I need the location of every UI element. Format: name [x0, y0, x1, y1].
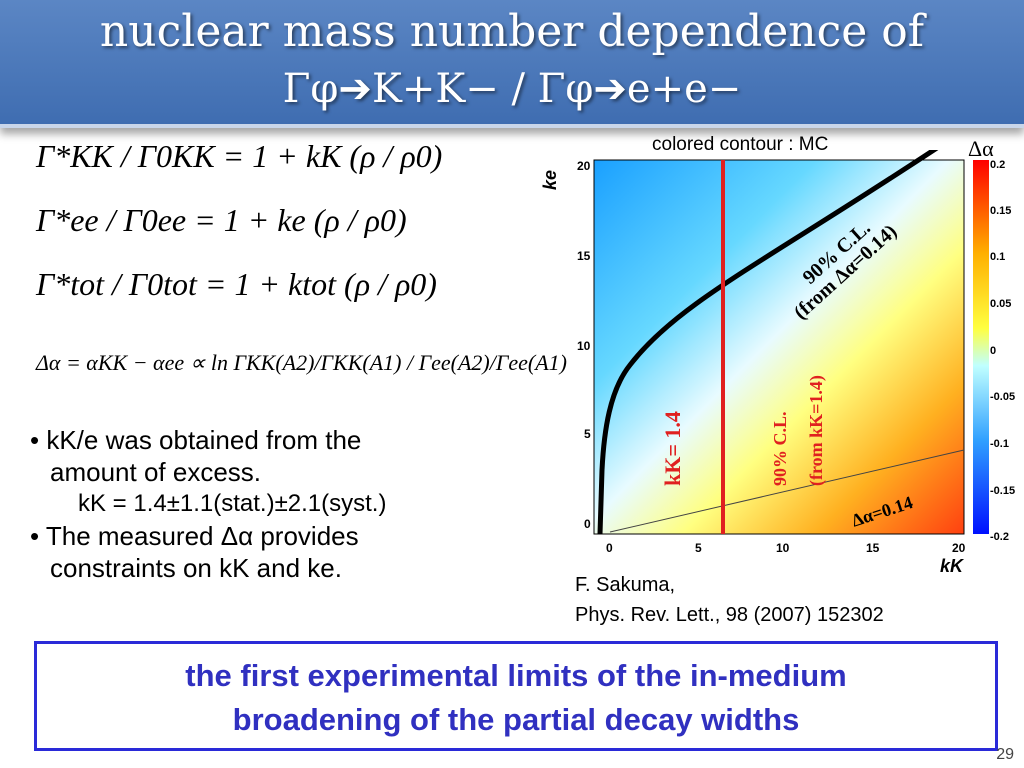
conclusion-line1: the first experimental limits of the in-…	[185, 658, 847, 693]
cbar-tick: -0.1	[990, 438, 1009, 450]
x-tick: 5	[695, 541, 702, 555]
y-tick: 0	[584, 517, 591, 531]
x-axis-label: kK	[940, 556, 965, 576]
bullet-2: • The measured Δα provides	[30, 521, 359, 551]
bullet-2-line1: The measured Δα provides	[45, 521, 359, 551]
equation-kk: Γ*KK / Γ0KK = 1 + kK (ρ / ρ0)	[36, 138, 443, 174]
cbar-tick: 0.15	[990, 205, 1011, 217]
colorbar	[973, 160, 989, 534]
reference-author: F. Sakuma,	[575, 574, 676, 596]
y-tick: 20	[577, 159, 591, 173]
conclusion-box: the first experimental limits of the in-…	[34, 641, 998, 751]
equation-ee: Γ*ee / Γ0ee = 1 + ke (ρ / ρ0)	[36, 202, 407, 238]
y-tick: 10	[577, 339, 591, 353]
slide-title-line1: nuclear mass number dependence of	[99, 6, 925, 57]
bullet-1: • kK/e was obtained from the	[30, 425, 362, 455]
cbar-tick: -0.05	[990, 391, 1015, 403]
x-tick: 20	[952, 541, 966, 555]
red-cl-label-1: 90% C.L.	[770, 411, 790, 486]
equation-delta-alpha: Δα = αKK − αee ∝ ln ΓKK(A2)/ΓKK(A1) / Γe…	[36, 350, 567, 375]
colorbar-ticks: 0.2 0.15 0.1 0.05 0 -0.05 -0.1 -0.15 -0.…	[990, 159, 1015, 543]
bullet-1-line2: amount of excess.	[50, 457, 261, 487]
contour-plot: ke kK 0 5 10 15 20 0 5 10 15 20 0.2 0.15…	[540, 150, 1015, 576]
cbar-tick: 0.05	[990, 298, 1011, 310]
bullet-list: • kK/e was obtained from the amount of e…	[30, 424, 386, 584]
red-kk-label: kK= 1.4	[660, 411, 685, 486]
x-tick: 0	[606, 541, 613, 555]
cbar-tick: 0	[990, 345, 996, 357]
cbar-tick: -0.15	[990, 485, 1015, 497]
delta-alpha-contour-line	[609, 449, 965, 533]
reference-journal: Phys. Rev. Lett., 98 (2007) 152302	[575, 604, 884, 626]
cbar-tick: 0.1	[990, 251, 1005, 263]
slide-title-line2: Γφ➔K+K− / Γφ➔e+e−	[282, 66, 742, 112]
bullet-1-result: kK = 1.4±1.1(stat.)±2.1(syst.)	[78, 490, 387, 517]
black-cl-curve	[597, 150, 939, 535]
bullet-1-line1: kK/e was obtained from the	[46, 425, 362, 455]
equation-tot: Γ*tot / Γ0tot = 1 + ktot (ρ / ρ0)	[36, 266, 437, 302]
y-tick: 5	[584, 427, 591, 441]
x-tick: 15	[866, 541, 880, 555]
contour-label: colored contour : MC	[652, 134, 829, 155]
bullet-2-line2: constraints on kK and ke.	[50, 553, 342, 583]
title-bar: nuclear mass number dependence of Γφ➔K+K…	[0, 0, 1024, 128]
y-axis-label: ke	[540, 170, 560, 190]
x-ticks: 0 5 10 15 20	[606, 541, 966, 555]
cbar-tick: 0.2	[990, 159, 1005, 171]
conclusion-line2: broadening of the partial decay widths	[232, 702, 800, 737]
y-ticks: 0 5 10 15 20	[577, 159, 591, 531]
contour-area	[593, 159, 965, 535]
red-cl-label-2: (from kK=1.4)	[806, 375, 827, 486]
cbar-tick: -0.2	[990, 531, 1009, 543]
colorbar-title: Δα	[968, 136, 994, 161]
page-number: 29	[996, 746, 1014, 763]
y-tick: 15	[577, 249, 591, 263]
x-tick: 10	[776, 541, 790, 555]
